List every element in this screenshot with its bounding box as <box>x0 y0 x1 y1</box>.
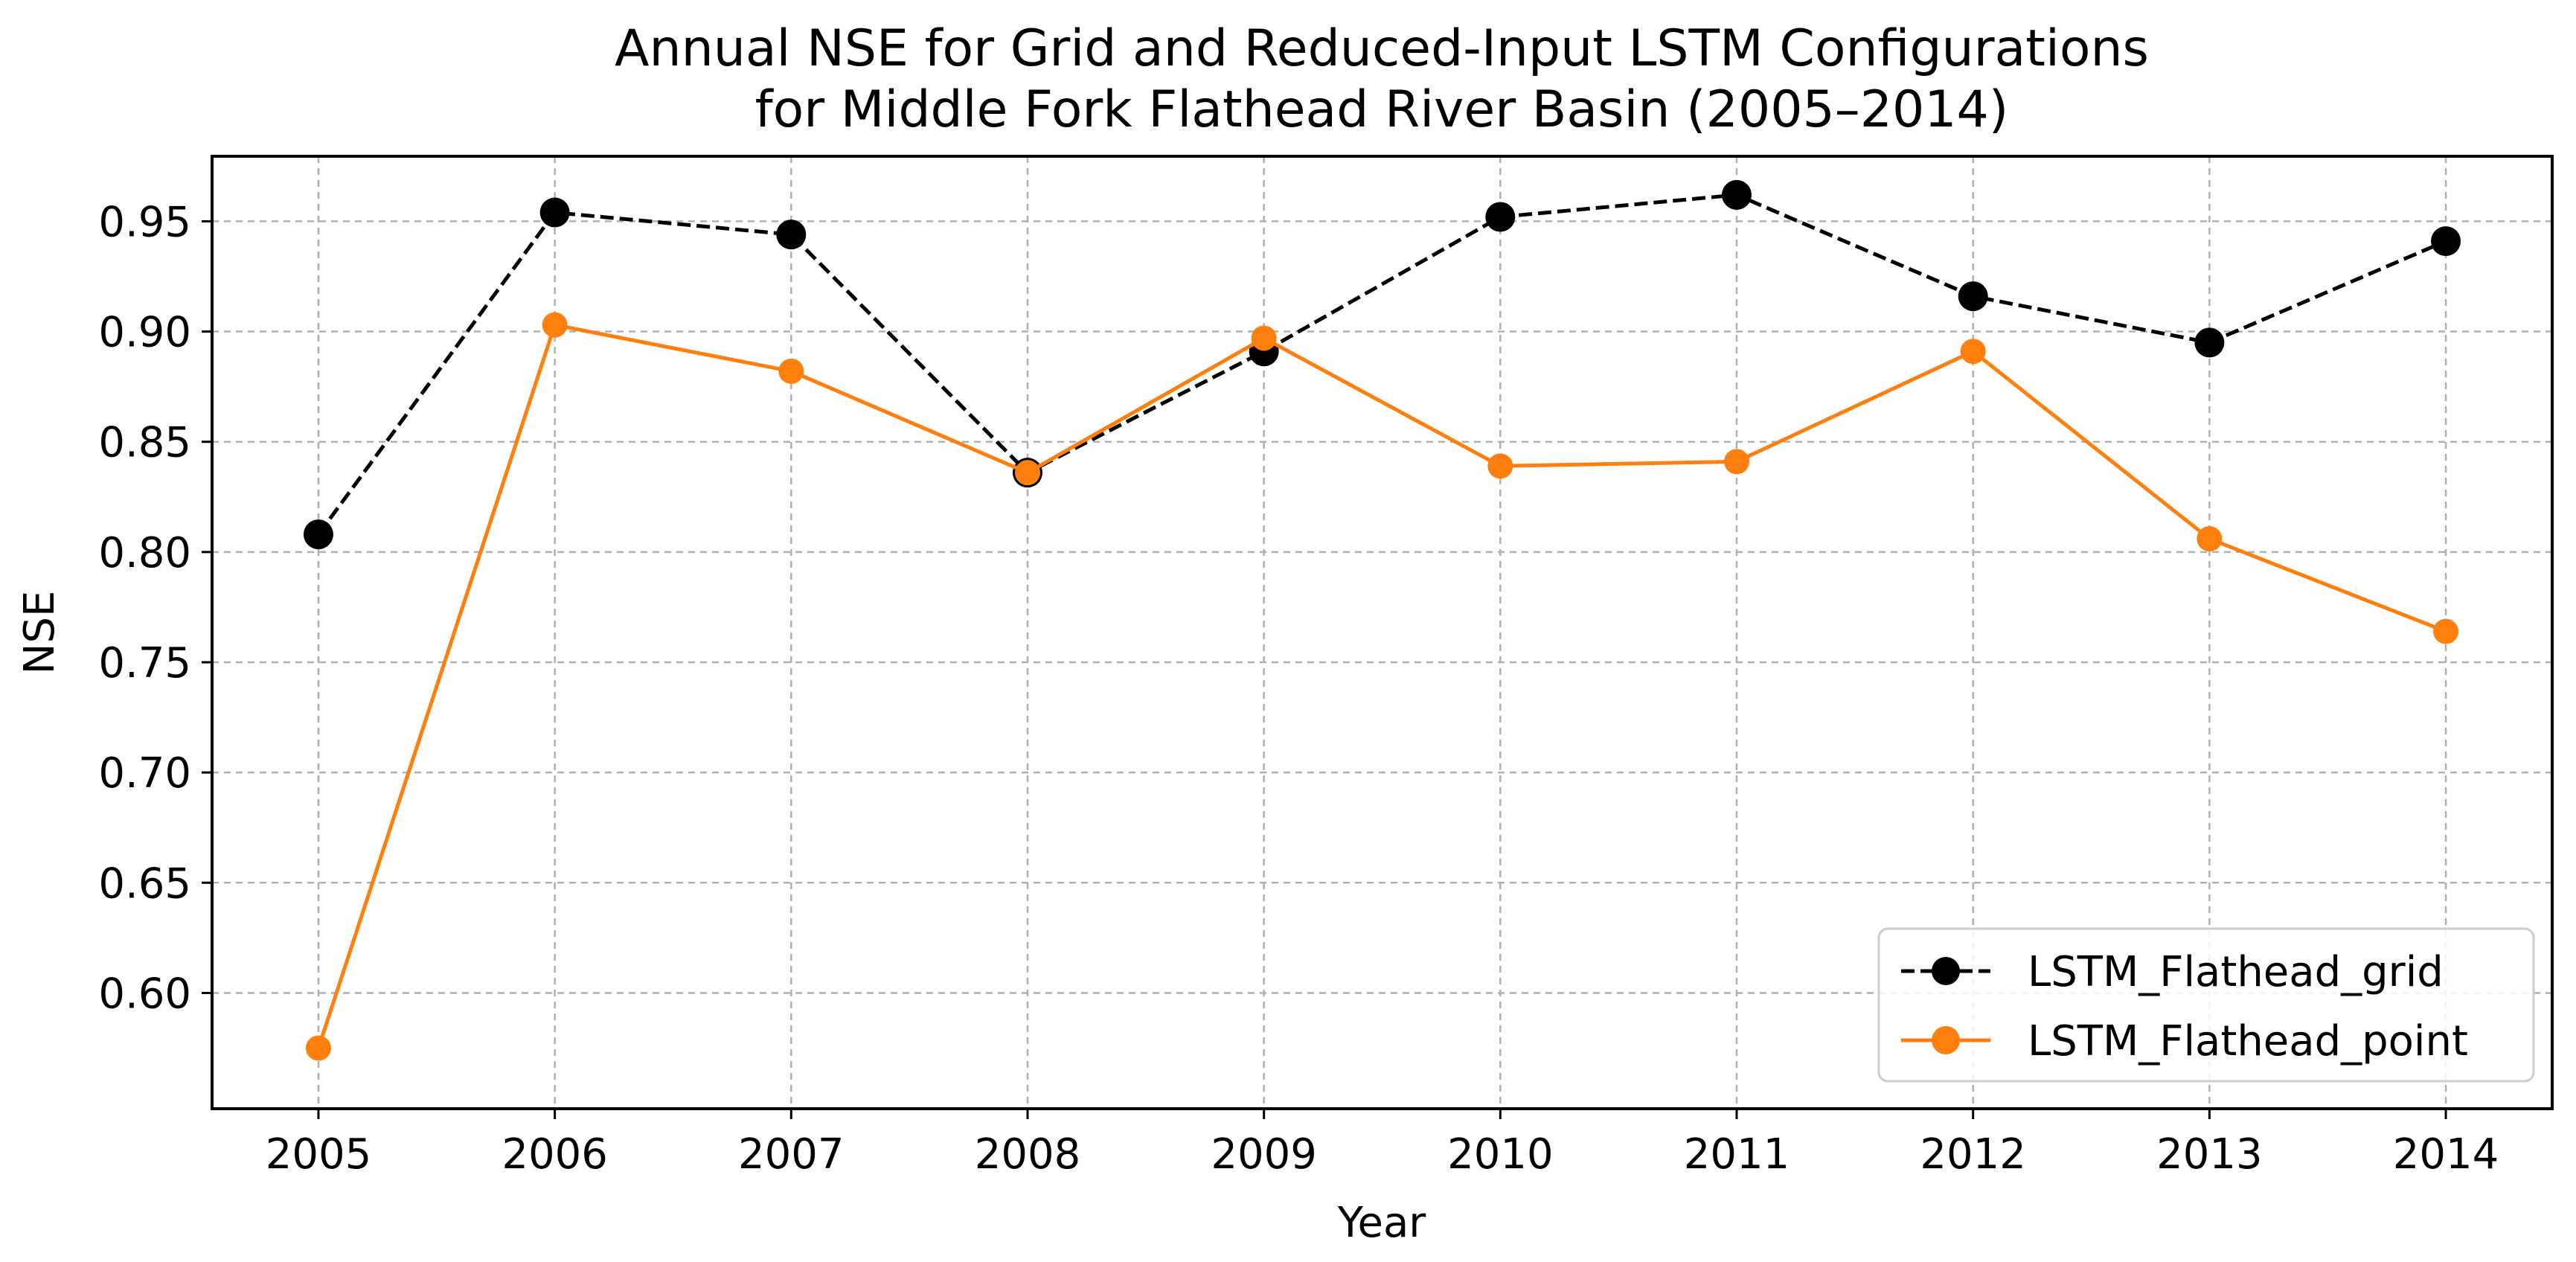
x-tick-label: 2009 <box>1211 1130 1317 1179</box>
legend: LSTM_Flathead_grid LSTM_Flathead_point <box>1877 927 2535 1083</box>
data-point-LSTM_Flathead_grid <box>2431 226 2461 257</box>
data-point-LSTM_Flathead_point <box>305 1035 331 1061</box>
data-point-LSTM_Flathead_point <box>778 358 804 384</box>
y-tick-label: 0.80 <box>98 529 191 577</box>
tick-layer: 2005 2006 2007 2008 2009 2010 2011 2012 2013 2014… <box>98 198 2499 1179</box>
series-line-LSTM_Flathead_grid <box>316 193 2447 536</box>
y-tick-label: 0.85 <box>98 419 191 467</box>
legend-frame <box>1877 927 2535 1083</box>
chart-title-line-1: Annual NSE for Grid and Reduced-Input LS… <box>615 19 2149 78</box>
data-point-LSTM_Flathead_grid <box>1958 281 1988 312</box>
data-point-LSTM_Flathead_point <box>542 312 568 338</box>
data-point-LSTM_Flathead_point <box>1487 453 1513 479</box>
series-line-LSTM_Flathead_point <box>316 323 2447 1049</box>
data-point-LSTM_Flathead_point <box>1724 449 1750 475</box>
data-point-LSTM_Flathead_grid <box>776 220 807 250</box>
data-point-LSTM_Flathead_grid <box>1485 202 1516 232</box>
x-tick-label: 2007 <box>738 1130 845 1179</box>
y-tick-label: 0.70 <box>98 749 191 798</box>
y-tick-label: 0.95 <box>98 198 191 246</box>
data-point-LSTM_Flathead_point <box>1960 339 1986 365</box>
data-point-LSTM_Flathead_point <box>1251 325 1277 351</box>
y-tick-label: 0.65 <box>98 859 191 908</box>
chart-title-line-2: for Middle Fork Flathead River Basin (20… <box>755 80 2009 139</box>
x-axis-label: Year <box>1337 1199 1427 1247</box>
y-tick-label: 0.90 <box>98 309 191 357</box>
legend-point-marker <box>1932 1026 1960 1054</box>
x-tick-label: 2013 <box>2156 1130 2263 1179</box>
y-axis-label: NSE <box>16 591 64 675</box>
legend-grid-label: LSTM_Flathead_grid <box>2028 948 2444 996</box>
x-tick-label: 2005 <box>266 1130 372 1179</box>
x-tick-label: 2014 <box>2393 1130 2499 1179</box>
data-point-LSTM_Flathead_grid <box>303 519 333 550</box>
legend-point-label: LSTM_Flathead_point <box>2028 1017 2468 1066</box>
data-point-LSTM_Flathead_grid <box>2194 327 2225 358</box>
data-point-LSTM_Flathead_point <box>2433 618 2459 644</box>
grid-layer <box>212 156 2552 1109</box>
data-point-LSTM_Flathead_grid <box>539 197 570 228</box>
data-point-LSTM_Flathead_point <box>2197 526 2223 552</box>
series-layer <box>303 179 2461 1061</box>
y-tick-label: 0.60 <box>98 970 191 1018</box>
data-point-LSTM_Flathead_grid <box>1722 179 1752 210</box>
legend-grid-marker <box>1932 957 1960 985</box>
x-tick-label: 2006 <box>502 1130 608 1179</box>
x-tick-label: 2011 <box>1684 1130 1790 1179</box>
x-tick-label: 2012 <box>1920 1130 2026 1179</box>
x-tick-label: 2008 <box>975 1130 1081 1179</box>
plot-area-frame <box>211 155 2554 1110</box>
y-tick-label: 0.75 <box>98 639 191 688</box>
x-tick-label: 2010 <box>1447 1130 1554 1179</box>
data-point-LSTM_Flathead_point <box>1014 460 1040 486</box>
